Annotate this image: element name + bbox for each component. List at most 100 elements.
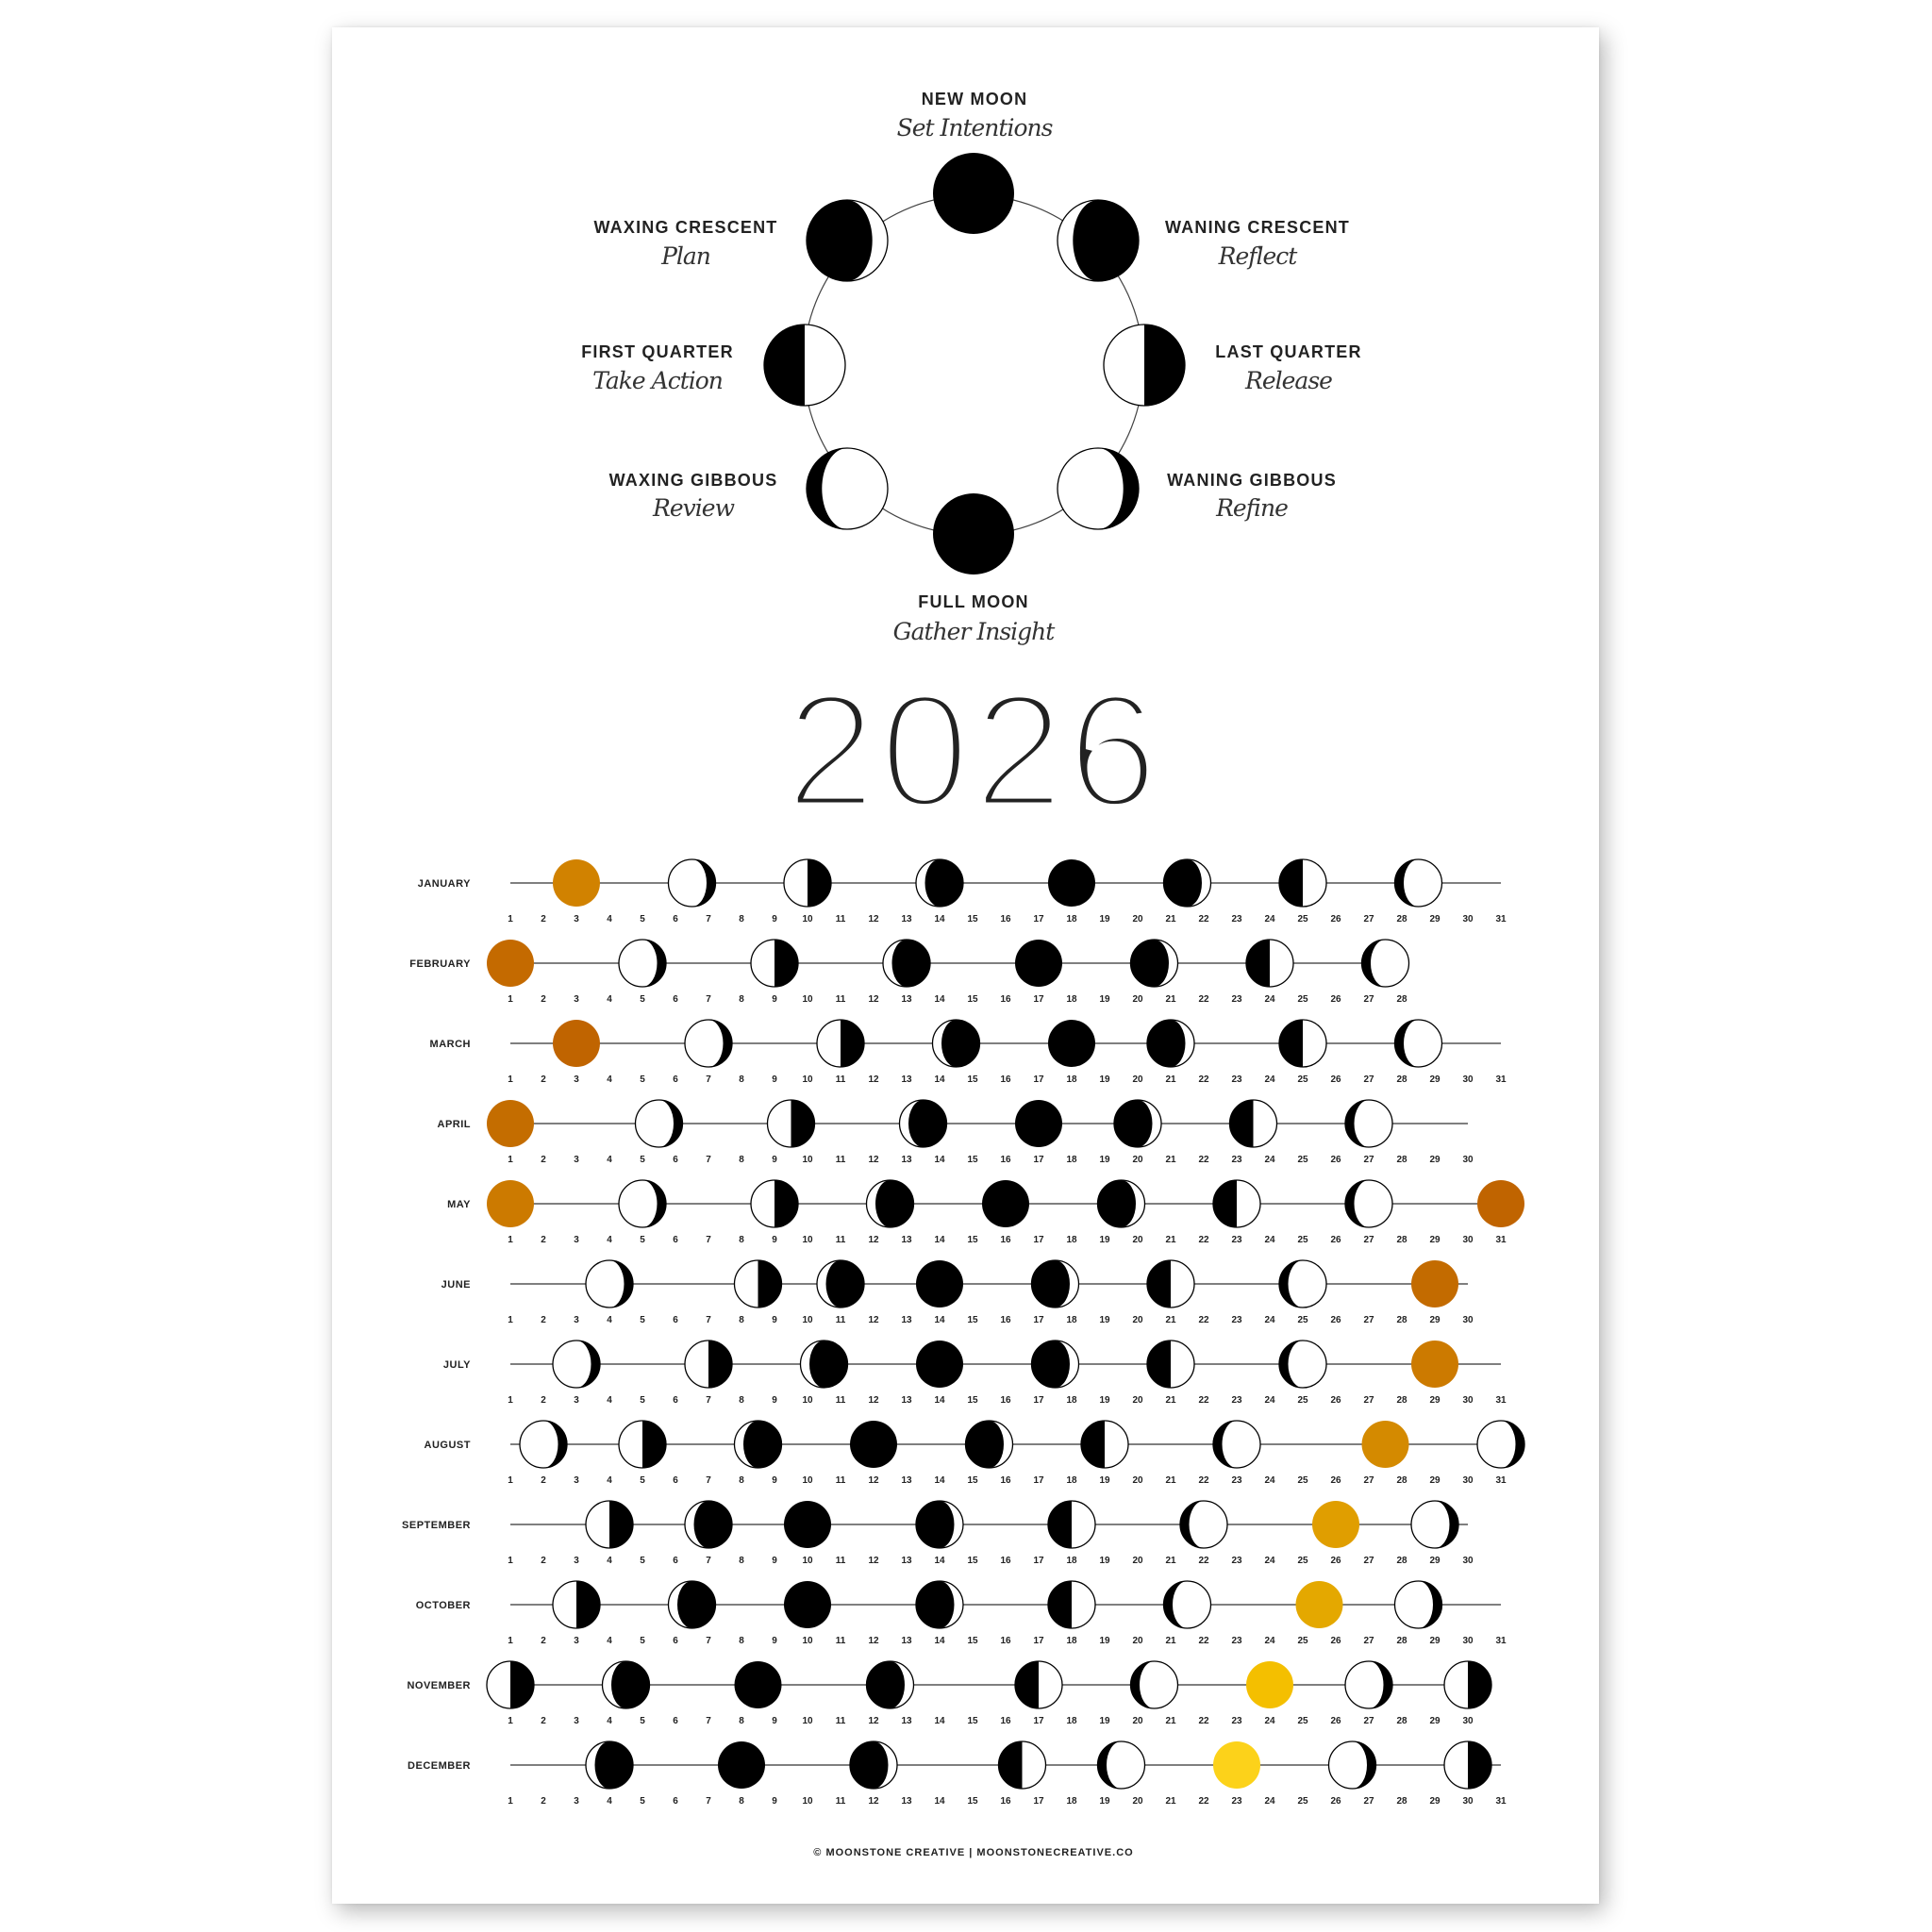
day-number: 20 [1132,1074,1143,1085]
label-waning-crescent: WANING CRESCENT [1165,218,1350,237]
day-number: 9 [772,994,777,1005]
day-number: 15 [967,1475,978,1486]
full-moon-icon [487,940,534,987]
waxing-gibbous-moon-icon [1278,1340,1327,1389]
day-number: 13 [901,1395,912,1406]
first-quarter-moon-icon [1146,1259,1195,1308]
day-number: 5 [640,1155,645,1165]
day-number: 8 [739,1796,744,1807]
day-number: 8 [739,1716,744,1726]
day-number: 20 [1132,1716,1143,1726]
day-number: 10 [802,1556,813,1566]
day-number: 21 [1165,994,1176,1005]
day-number: 10 [802,994,813,1005]
day-number: 4 [607,1395,612,1406]
day-number: 26 [1330,1074,1341,1085]
day-number: 12 [868,1716,879,1726]
label-first-quarter: FIRST QUARTER [581,342,734,361]
day-number: 11 [836,1475,846,1486]
day-number: 21 [1165,1315,1176,1325]
day-number: 5 [640,1395,645,1406]
day-number: 17 [1033,1716,1044,1726]
day-number: 3 [574,1155,579,1165]
last-quarter-moon-icon [733,1259,783,1308]
day-number: 27 [1363,1556,1374,1566]
day-number: 2 [541,1395,546,1406]
full-moon-icon [1295,1581,1343,1628]
day-number: 19 [1099,1636,1110,1646]
day-number: 9 [772,1155,777,1165]
day-number: 11 [836,1315,846,1325]
day-number: 3 [574,1315,579,1325]
day-number: 14 [934,1395,945,1406]
day-number: 27 [1363,1315,1374,1325]
day-number: 22 [1198,1556,1209,1566]
day-number: 7 [706,1796,711,1807]
meaning-waxing-crescent: Plan [660,242,710,270]
day-number: 12 [868,1395,879,1406]
day-number: 28 [1396,1235,1407,1245]
day-number: 5 [640,914,645,924]
day-number: 21 [1165,914,1176,924]
day-number: 28 [1396,1716,1407,1726]
day-number: 7 [706,1315,711,1325]
new-moon-icon [850,1421,897,1468]
day-number: 13 [901,1556,912,1566]
day-number: 14 [934,1636,945,1646]
day-number: 14 [934,1796,945,1807]
full-moon-icon [553,1020,600,1067]
waning-crescent-moon-icon [684,1500,733,1549]
day-number: 2 [541,1155,546,1165]
label-waxing-gibbous: WAXING GIBBOUS [609,471,778,490]
day-number: 18 [1066,914,1077,924]
day-number: 19 [1099,914,1110,924]
day-number: 18 [1066,1235,1077,1245]
waxing-gibbous-moon-icon [1360,939,1410,988]
day-number: 22 [1198,914,1209,924]
day-number: 22 [1198,994,1209,1005]
day-number: 31 [1495,1796,1507,1807]
day-number: 19 [1099,1556,1110,1566]
day-number: 17 [1033,994,1044,1005]
waxing-gibbous-moon-icon [1162,1580,1212,1629]
day-number: 3 [574,1796,579,1807]
day-number: 6 [673,1395,678,1406]
meaning-waxing-gibbous: Review [652,494,735,522]
day-number: 29 [1429,914,1441,924]
day-number: 23 [1231,1155,1242,1165]
waxing-crescent-moon-icon [1146,1019,1195,1068]
day-number: 27 [1363,914,1374,924]
day-number: 26 [1330,1315,1341,1325]
day-number: 21 [1165,1716,1176,1726]
waning-crescent-moon-icon [898,1099,948,1148]
day-number: 2 [541,1796,546,1807]
day-number: 5 [640,1074,645,1085]
new-moon-icon [734,1661,782,1708]
day-number: 23 [1231,914,1242,924]
day-number: 22 [1198,1636,1209,1646]
day-number: 3 [574,994,579,1005]
day-number: 2 [541,1556,546,1566]
first-quarter-moon-icon [1228,1099,1278,1148]
day-number: 1 [508,914,513,924]
day-number: 16 [1000,1636,1011,1646]
month-label: MARCH [430,1039,471,1050]
day-number: 7 [706,1074,711,1085]
day-number: 30 [1462,914,1474,924]
day-number: 18 [1066,1074,1077,1085]
day-number: 22 [1198,1074,1209,1085]
day-number: 8 [739,1395,744,1406]
day-number: 12 [868,1796,879,1807]
day-number: 22 [1198,1475,1209,1486]
day-number: 21 [1165,1155,1176,1165]
first-quarter-moon-icon [1014,1660,1063,1709]
day-number: 3 [574,1556,579,1566]
day-number: 2 [541,1716,546,1726]
day-number: 7 [706,1556,711,1566]
day-number: 3 [574,1475,579,1486]
day-number: 13 [901,1475,912,1486]
waning-crescent-moon-icon [733,1420,783,1469]
